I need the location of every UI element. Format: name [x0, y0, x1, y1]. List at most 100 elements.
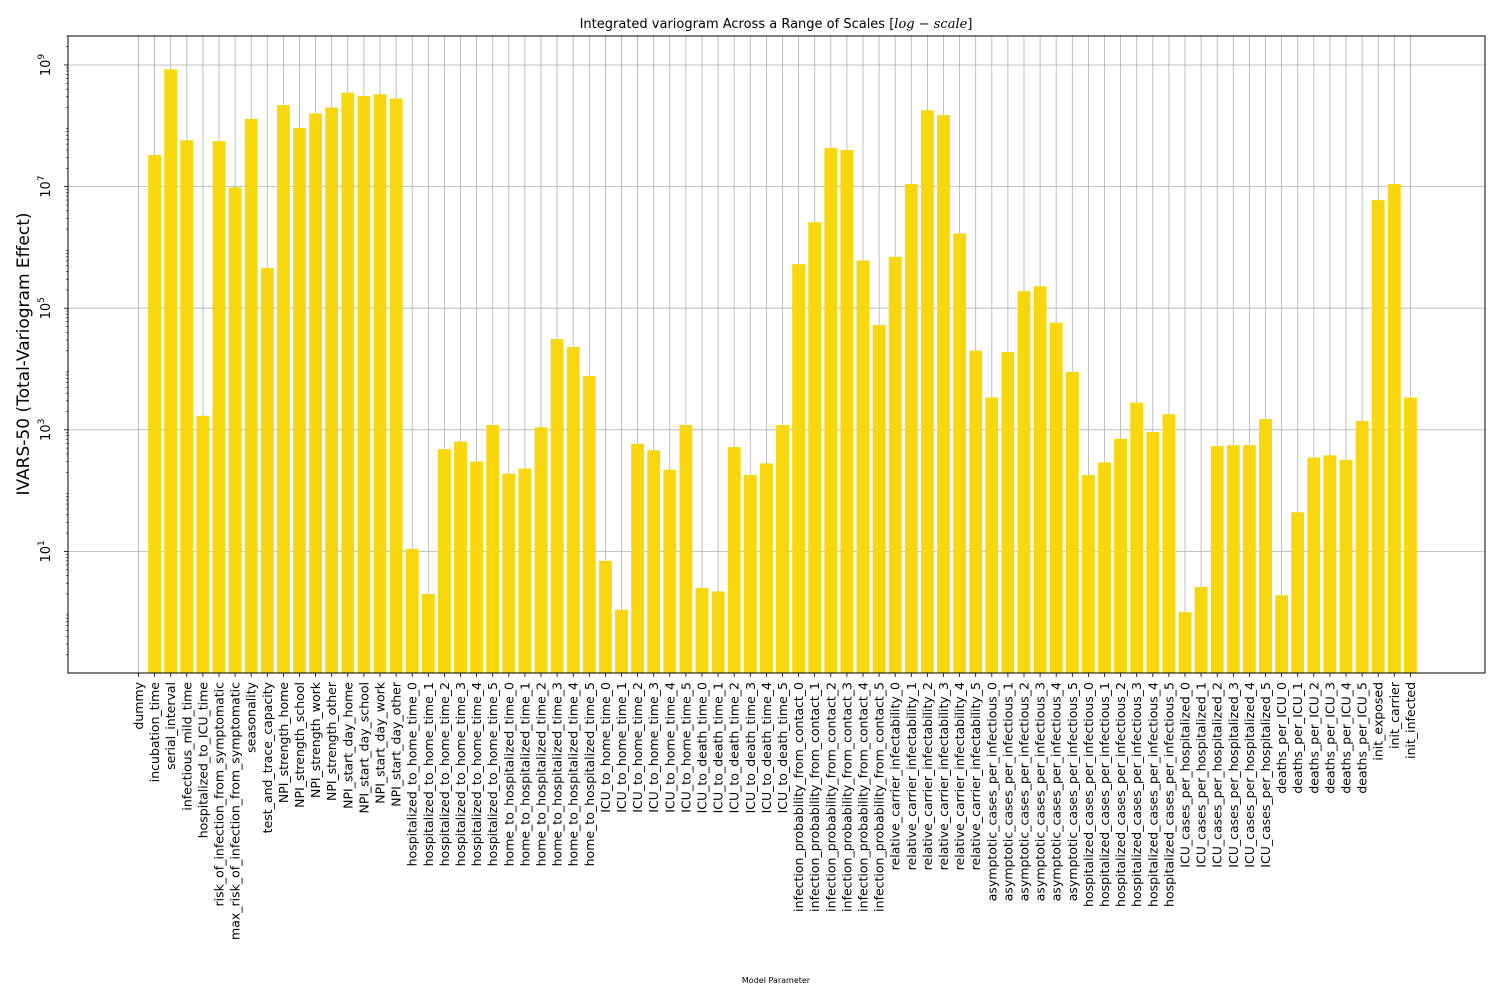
bar: [776, 424, 789, 673]
x-tick-label: deaths_per_ICU_2: [1306, 682, 1321, 794]
bar: [872, 324, 886, 673]
x-tick-label: home_to_hospitalized_time_4: [566, 682, 581, 866]
x-tick-label: NPI_start_day_home: [340, 682, 355, 809]
bar: [1242, 445, 1256, 673]
x-axis-label: Model Parameter: [742, 976, 811, 985]
bar: [148, 155, 162, 673]
bar: [1178, 612, 1192, 673]
bar: [1130, 402, 1144, 673]
bar: [1226, 445, 1240, 673]
bar: [293, 128, 306, 673]
x-tick-label: incubation_time: [147, 682, 162, 783]
x-tick-label: ICU_to_home_time_3: [646, 682, 661, 813]
y-ticks: 101 103 105 107 109: [37, 35, 68, 655]
bar: [1098, 462, 1111, 673]
x-tick-label: relative_carrier_infectability_2: [920, 682, 935, 870]
y-tick-label: 107: [37, 175, 54, 197]
bar: [1017, 291, 1031, 673]
chart-title: Integrated variogram Across a Range of S…: [580, 17, 973, 32]
x-tick-label: dummy: [131, 681, 146, 729]
bar: [856, 260, 870, 673]
bar: [1371, 200, 1385, 673]
bar: [920, 110, 934, 674]
bar: [373, 94, 387, 674]
bar: [743, 475, 757, 673]
bar: [341, 92, 355, 674]
bar: [437, 449, 451, 673]
x-tick-label: ICU_cases_per_hospitalized_1: [1194, 682, 1209, 868]
bars-layer: [148, 69, 1417, 674]
x-tick-label: hospitalized_to_ICU_time: [195, 682, 210, 839]
x-tick-label: ICU_to_home_time_2: [630, 682, 645, 813]
y-tick-label: 103: [37, 419, 54, 441]
x-tick-label: asymptotic_cases_per_infectious_0: [984, 682, 999, 901]
x-tick-label: infection_probability_from_contact_1: [807, 682, 822, 912]
bar: [1403, 397, 1417, 673]
chart-title-math: log − scale: [894, 17, 967, 32]
bar: [1162, 414, 1176, 673]
x-tick-label: hospitalized_to_home_time_5: [485, 682, 500, 866]
x-tick-label: infection_probability_from_contact_0: [791, 682, 806, 912]
bar: [1210, 446, 1224, 673]
bar: [985, 397, 999, 673]
x-tick-label: ICU_to_death_time_2: [727, 682, 742, 813]
bar: [502, 473, 516, 673]
x-tick-label: ICU_to_death_time_5: [775, 682, 790, 813]
bar: [325, 107, 339, 673]
x-tick-label: NPI_start_day_work: [373, 681, 388, 803]
x-tick-label: hospitalized_to_home_time_0: [405, 682, 420, 866]
x-tick-label: risk_of_infection_from_symptomatic: [212, 682, 227, 907]
x-tick-label: relative_carrier_infectability_1: [904, 682, 919, 870]
bar: [679, 424, 693, 673]
bar: [824, 148, 838, 673]
x-tick-label: hospitalized_cases_per_infectious_4: [1145, 682, 1160, 907]
bar: [405, 548, 419, 673]
bar: [309, 113, 323, 673]
x-tick-label: hospitalized_cases_per_infectious_0: [1081, 682, 1096, 907]
x-tick-label: home_to_hospitalized_time_0: [501, 682, 516, 866]
bar: [454, 441, 467, 673]
bar: [598, 560, 612, 673]
bar: [1114, 438, 1128, 673]
x-tick-label: relative_carrier_infectability_3: [936, 682, 951, 870]
chart-title-end: ]: [967, 17, 972, 32]
bar: [1307, 457, 1321, 673]
bar: [888, 256, 902, 673]
bar: [1339, 459, 1353, 673]
bar: [904, 184, 918, 673]
bar: [260, 267, 274, 673]
x-tick-label: deaths_per_ICU_3: [1322, 682, 1337, 794]
bar: [969, 350, 983, 673]
bar: [1049, 322, 1063, 673]
bar: [631, 443, 645, 673]
x-tick-label: NPI_strength_home: [276, 682, 291, 803]
bar: [196, 415, 210, 673]
x-tick-label: hospitalized_cases_per_infectious_3: [1129, 682, 1144, 907]
bar: [550, 339, 564, 673]
bar: [582, 375, 596, 673]
x-tick-label: hospitalized_cases_per_infectious_2: [1113, 682, 1128, 907]
bar: [1387, 184, 1401, 673]
bar: [534, 427, 548, 673]
y-tick-label: 105: [37, 297, 54, 319]
x-tick-label: home_to_hospitalized_time_1: [517, 682, 532, 866]
bar: [1275, 595, 1289, 673]
x-tick-label: relative_carrier_infectability_0: [888, 682, 903, 870]
x-tick-label: asymptotic_cases_per_infectious_4: [1049, 682, 1064, 901]
x-tick-label: infection_probability_from_contact_4: [856, 682, 871, 912]
bar: [1291, 512, 1305, 673]
bar: [1323, 455, 1337, 673]
bar: [663, 469, 677, 673]
x-tick-label: ICU_to_death_time_4: [759, 682, 774, 813]
x-tick-label: init_infected: [1403, 682, 1418, 759]
y-tick-label: 109: [37, 54, 54, 77]
x-tick-label: ICU_to_home_time_4: [662, 682, 677, 813]
x-ticks: dummy incubation_time serial_interval infec…: [131, 673, 1418, 940]
y-axis-label: IVARS-50 (Total-Variogram Effect): [14, 213, 34, 496]
bar: [840, 150, 854, 673]
x-tick-label: ICU_to_home_time_1: [614, 682, 629, 813]
bar: [615, 609, 628, 673]
bar: [180, 140, 194, 673]
